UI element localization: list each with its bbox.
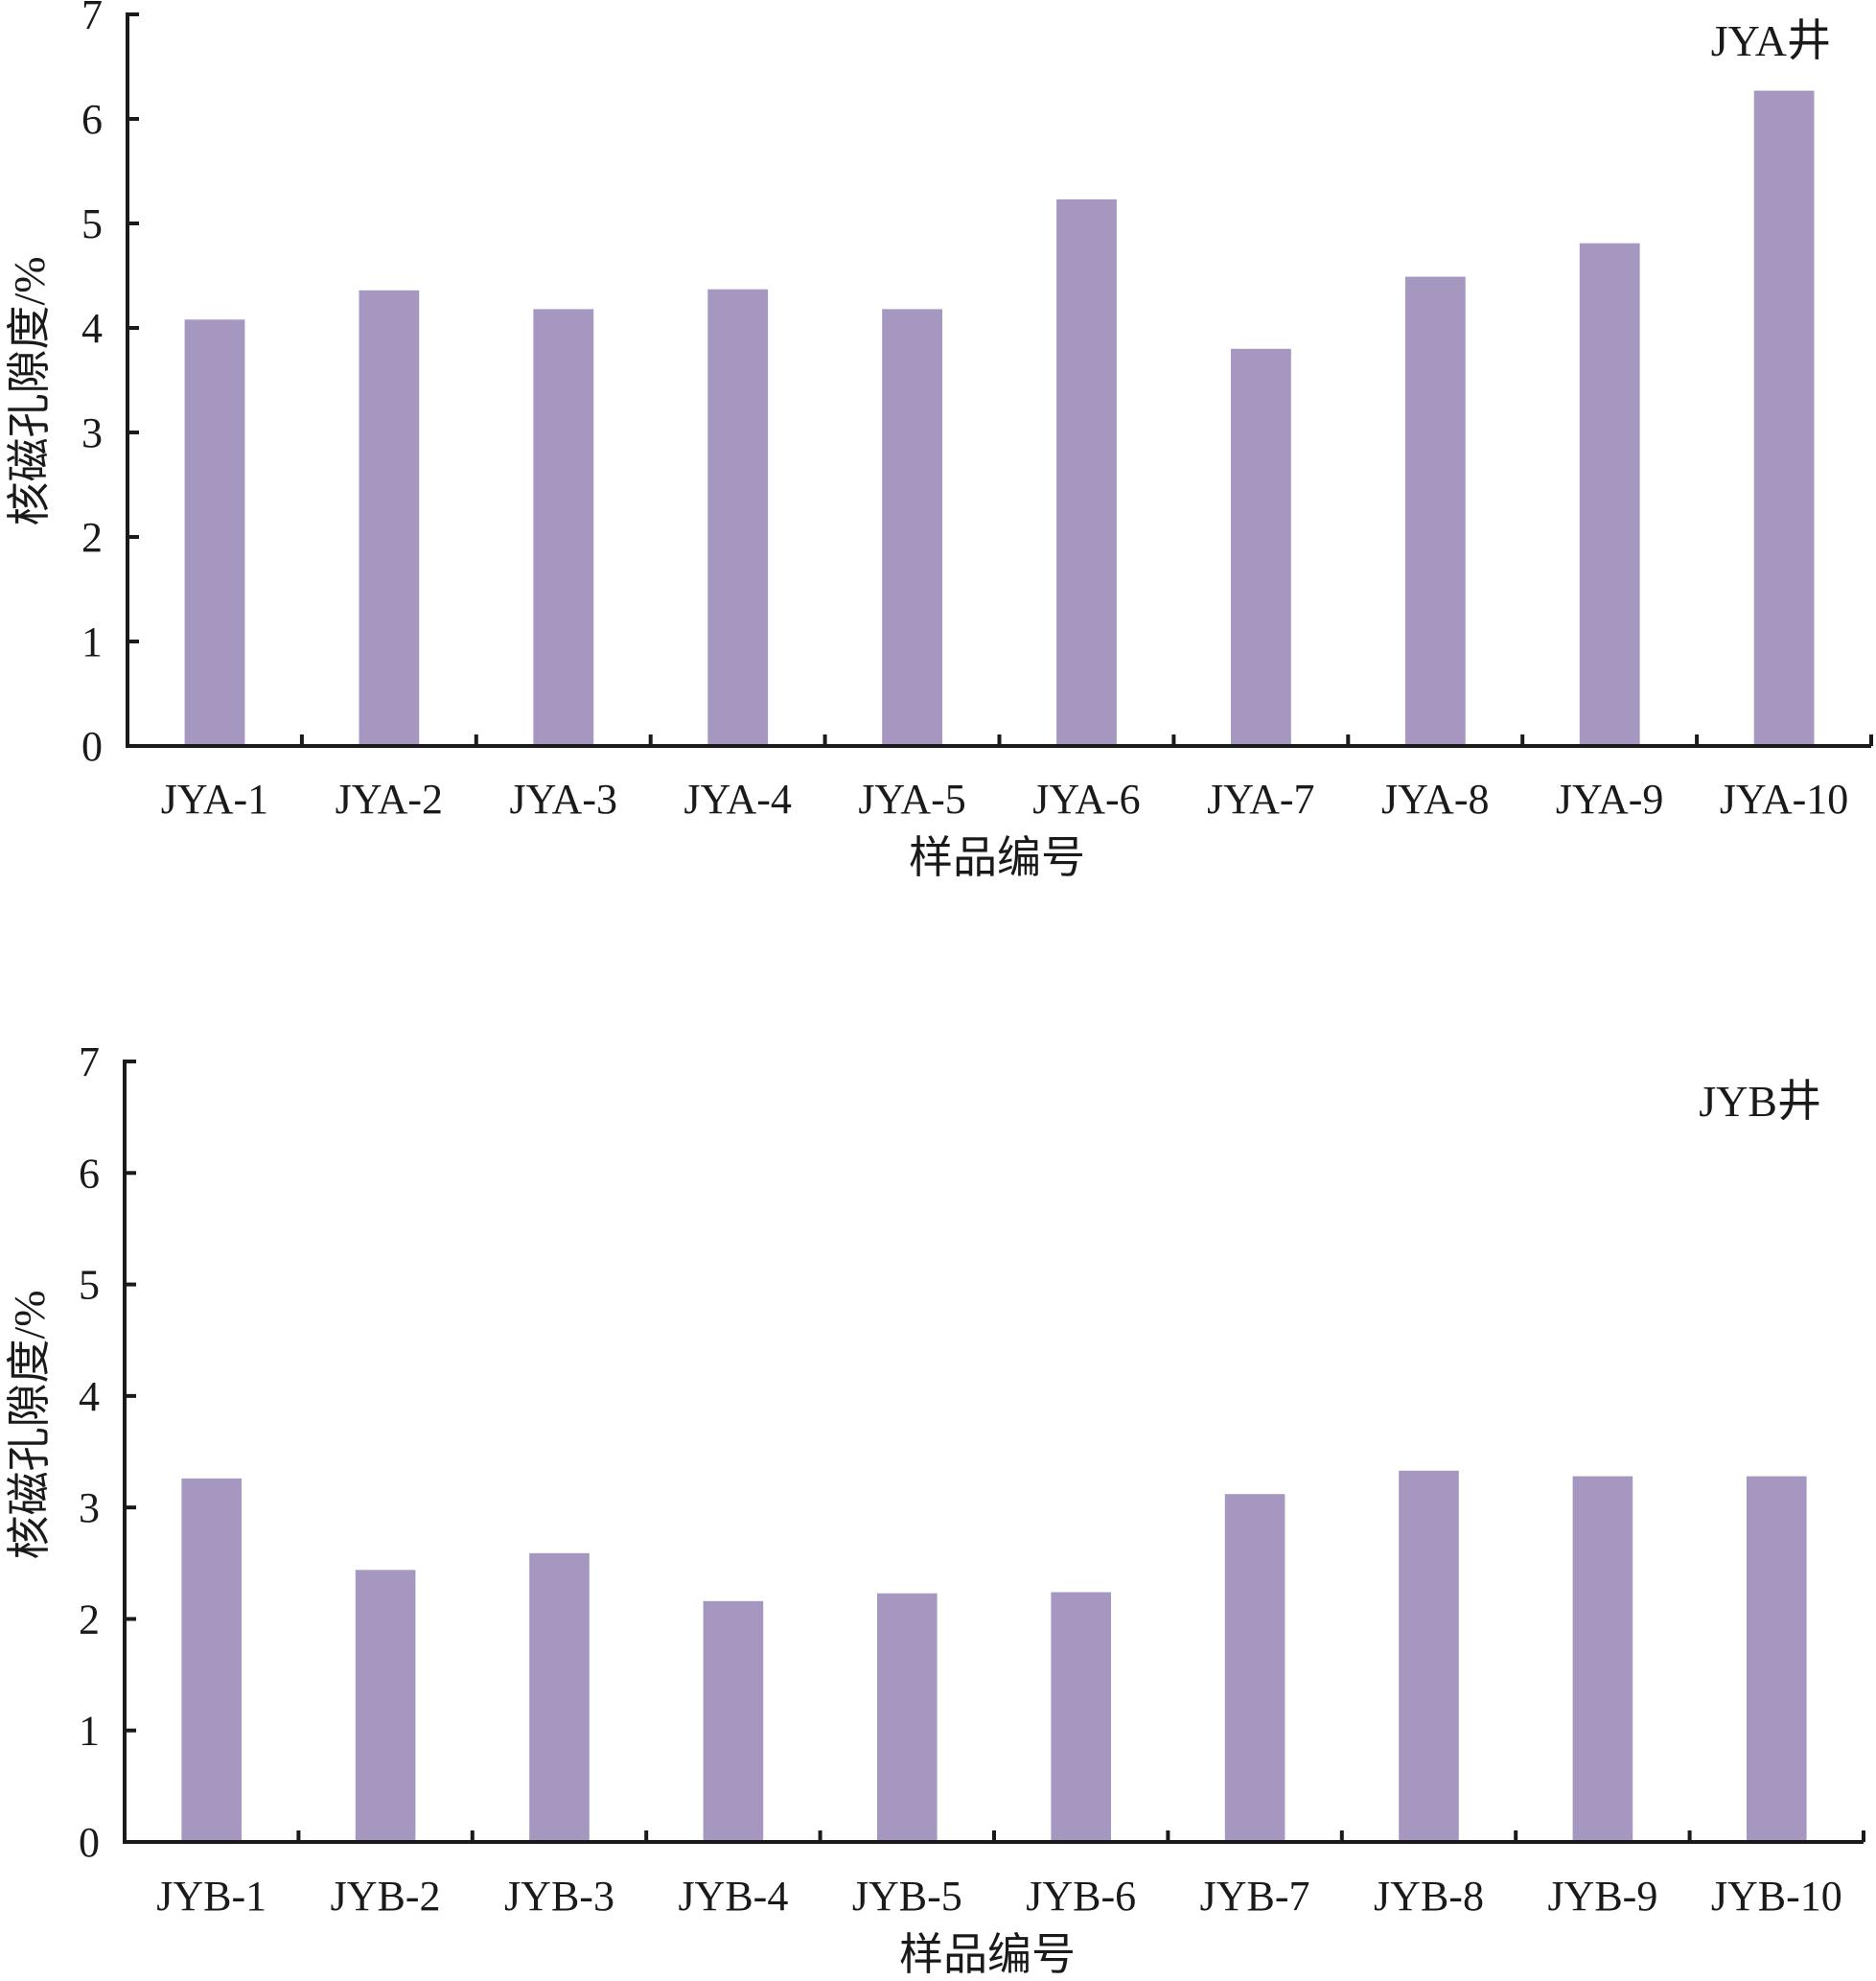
bar-jya-1 bbox=[184, 319, 245, 746]
x-axis-title-jyb: 样品编号 bbox=[899, 1930, 1076, 1979]
y-tick-label-jyb-0: 0 bbox=[79, 1819, 100, 1866]
bar-jyb-8 bbox=[1399, 1470, 1459, 1842]
y-axis-title-jya: 核磁孔隙度/% bbox=[5, 256, 54, 525]
y-tick-label-jya-0: 0 bbox=[81, 723, 103, 770]
bar-jya-8 bbox=[1404, 276, 1466, 746]
y-axis-title-jyb: 核磁孔隙度/% bbox=[5, 1290, 54, 1559]
y-tick-label-jyb-5: 5 bbox=[79, 1262, 100, 1309]
category-label-jya-5: JYA-5 bbox=[858, 776, 965, 823]
bar-jyb-3 bbox=[529, 1552, 590, 1842]
bar-jya-5 bbox=[882, 309, 942, 746]
chart-panel-jya: JYA井 样品编号 核磁孔隙度/% 0 1 2 3 4 5 6 7 JYA-1 JYA-2 JYA-… bbox=[5, 0, 1873, 882]
category-label-jyb-6: JYB-6 bbox=[1026, 1873, 1136, 1920]
category-label-jya-6: JYA-6 bbox=[1032, 776, 1140, 823]
category-label-jyb-9: JYB-9 bbox=[1547, 1873, 1657, 1920]
x-axis-title-jya: 样品编号 bbox=[909, 833, 1085, 882]
y-tick-label-jya-1: 1 bbox=[81, 618, 103, 665]
y-tick-label-jyb-6: 6 bbox=[79, 1150, 100, 1197]
category-label-jyb-3: JYB-3 bbox=[504, 1873, 614, 1920]
bar-jya-4 bbox=[707, 289, 769, 746]
bar-jya-3 bbox=[533, 309, 594, 746]
bar-jya-10 bbox=[1753, 90, 1815, 747]
chart-panel-jyb: JYB井 样品编号 核磁孔隙度/% 0 1 2 3 4 5 6 7 JYB-1 JYB-2 JYB-… bbox=[5, 1038, 1865, 1979]
bar-jyb-4 bbox=[703, 1600, 764, 1842]
category-label-jya-4: JYA-4 bbox=[683, 776, 791, 823]
bar-jya-6 bbox=[1056, 198, 1117, 746]
y-tick-label-jya-5: 5 bbox=[81, 200, 103, 247]
bar-jya-7 bbox=[1231, 348, 1291, 746]
category-label-jyb-4: JYB-4 bbox=[678, 1873, 788, 1920]
panel-label-jya: JYA井 bbox=[1711, 16, 1831, 65]
category-label-jyb-8: JYB-8 bbox=[1374, 1873, 1484, 1920]
bar-jyb-9 bbox=[1572, 1476, 1633, 1842]
category-label-jyb-2: JYB-2 bbox=[331, 1873, 441, 1920]
category-label-jya-3: JYA-3 bbox=[510, 776, 617, 823]
panel-label-jyb: JYB井 bbox=[1699, 1077, 1821, 1126]
bar-jyb-10 bbox=[1747, 1476, 1807, 1842]
bar-jyb-1 bbox=[181, 1478, 242, 1842]
y-tick-label-jya-4: 4 bbox=[81, 305, 103, 352]
bar-jyb-5 bbox=[877, 1593, 938, 1842]
y-tick-label-jyb-7: 7 bbox=[79, 1038, 100, 1085]
category-label-jya-2: JYA-2 bbox=[336, 776, 443, 823]
y-tick-label-jyb-1: 1 bbox=[79, 1708, 100, 1755]
category-label-jya-9: JYA-9 bbox=[1556, 776, 1663, 823]
y-tick-label-jya-2: 2 bbox=[81, 514, 103, 561]
category-label-jya-8: JYA-8 bbox=[1381, 776, 1489, 823]
category-label-jya-10: JYA-10 bbox=[1720, 776, 1848, 823]
category-label-jya-1: JYA-1 bbox=[161, 776, 268, 823]
category-label-jyb-7: JYB-7 bbox=[1200, 1873, 1310, 1920]
y-tick-label-jyb-2: 2 bbox=[79, 1596, 100, 1643]
bar-jya-9 bbox=[1579, 243, 1640, 746]
y-tick-label-jya-7: 7 bbox=[81, 0, 103, 38]
category-label-jyb-1: JYB-1 bbox=[156, 1873, 266, 1920]
y-tick-label-jyb-3: 3 bbox=[79, 1484, 100, 1531]
y-tick-label-jyb-4: 4 bbox=[79, 1373, 100, 1420]
bar-jyb-2 bbox=[355, 1570, 416, 1842]
bar-jyb-7 bbox=[1224, 1494, 1285, 1842]
y-tick-label-jya-3: 3 bbox=[81, 409, 103, 456]
y-tick-label-jya-6: 6 bbox=[81, 96, 103, 143]
category-label-jyb-10: JYB-10 bbox=[1711, 1873, 1842, 1920]
category-label-jyb-5: JYB-5 bbox=[852, 1873, 962, 1920]
bar-jya-2 bbox=[359, 290, 420, 746]
bar-jyb-6 bbox=[1051, 1592, 1111, 1842]
category-label-jya-7: JYA-7 bbox=[1207, 776, 1314, 823]
